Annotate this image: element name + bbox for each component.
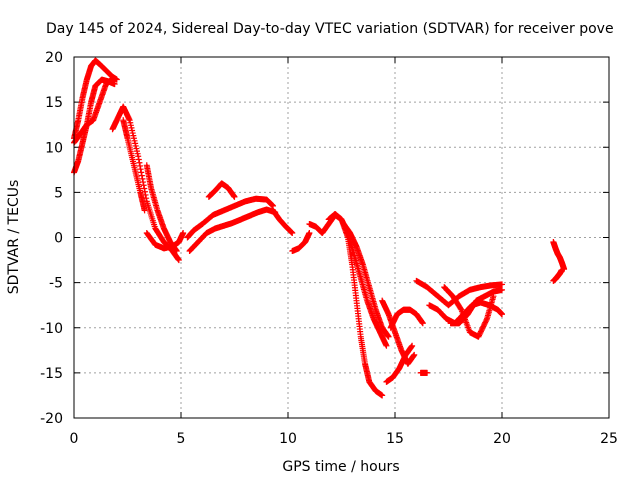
y-tick-label: -20	[40, 411, 63, 427]
data-point	[289, 229, 296, 236]
series-arc-18	[387, 306, 426, 331]
data-point	[499, 281, 505, 288]
series-arc-9	[186, 206, 279, 255]
chart-title: Day 145 of 2024, Sidereal Day-to-day VTE…	[46, 21, 614, 37]
series-arc-23	[447, 286, 505, 327]
data-point	[306, 229, 313, 236]
x-tick-label: 10	[279, 431, 297, 447]
data-point	[483, 317, 490, 324]
series-arc-24	[550, 239, 568, 273]
data-point	[140, 182, 147, 189]
x-tick-label: 25	[600, 431, 618, 447]
series-arc-8	[184, 195, 277, 241]
series-arc-25	[550, 266, 565, 284]
data-point	[424, 369, 431, 376]
y-tick-label: -5	[49, 276, 63, 292]
data-point	[499, 311, 505, 318]
series-arc-10	[205, 180, 238, 200]
data-point	[140, 179, 147, 186]
x-axis-label: GPS time / hours	[282, 459, 399, 475]
y-tick-label: 10	[45, 140, 63, 156]
data-point	[139, 175, 146, 182]
y-tick-label: -15	[40, 366, 63, 382]
data-point	[231, 193, 238, 200]
data-point	[173, 248, 180, 255]
data-point	[409, 342, 416, 349]
y-tick-label: -10	[40, 321, 63, 337]
data-point	[499, 286, 505, 293]
data-point	[141, 188, 148, 195]
y-tick-label: 15	[45, 95, 63, 111]
data-point	[383, 342, 390, 349]
x-tick-label: 0	[70, 431, 79, 447]
y-tick-label: 5	[54, 185, 63, 201]
data-point	[137, 162, 144, 169]
data-point	[111, 81, 118, 88]
data-point	[175, 257, 182, 264]
data-point	[138, 172, 145, 179]
plot-frame	[73, 56, 610, 419]
data-point	[141, 207, 148, 214]
x-tick-label: 15	[386, 431, 404, 447]
series-arc-17	[383, 342, 416, 385]
data-point	[379, 392, 386, 399]
series-arc-11	[270, 207, 296, 236]
series-arc-22	[441, 284, 497, 340]
data-point	[419, 320, 426, 327]
data-point	[136, 159, 143, 166]
data-marks	[71, 57, 568, 399]
y-tick-label: 0	[54, 231, 63, 247]
data-point	[180, 229, 187, 236]
data-point	[385, 333, 392, 340]
data-point	[109, 75, 116, 82]
grid-lines	[74, 57, 609, 418]
x-tick-label: 5	[177, 431, 186, 447]
data-point	[411, 351, 418, 358]
series-arc-19	[417, 369, 431, 376]
series-arc-5	[120, 117, 148, 214]
data-point	[558, 266, 565, 273]
y-tick-label: 20	[45, 50, 63, 66]
x-tick-label: 20	[493, 431, 511, 447]
series-arc-7	[143, 229, 187, 252]
data-point	[143, 195, 150, 202]
data-point	[137, 166, 144, 173]
series-arc-12	[289, 229, 313, 255]
data-point	[135, 156, 142, 163]
y-axis-label: SDTVAR / TECUs	[6, 180, 22, 295]
data-point	[135, 153, 142, 160]
data-point	[138, 169, 145, 176]
series-arc-15	[340, 220, 392, 340]
